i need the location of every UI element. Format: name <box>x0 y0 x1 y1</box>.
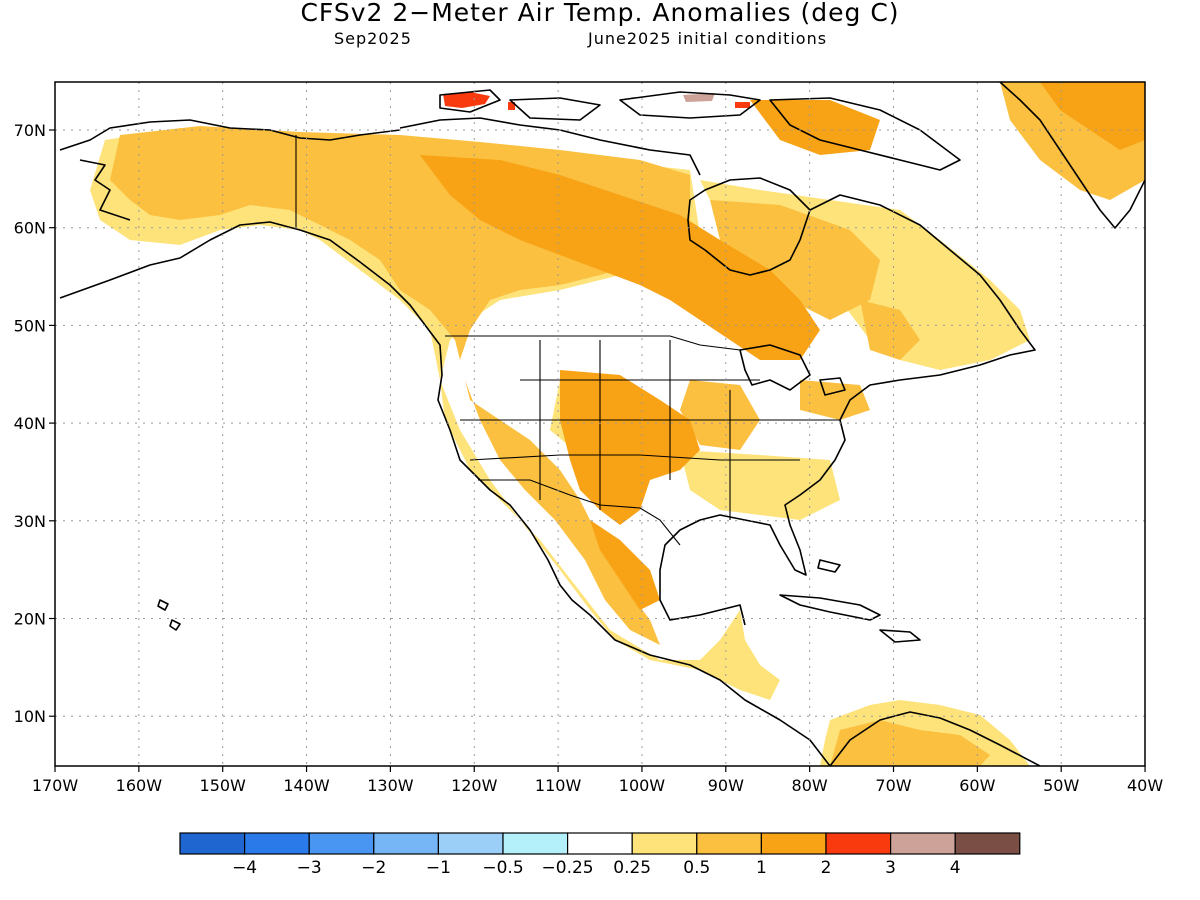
colorbar-label: 1 <box>756 858 767 878</box>
colorbar-swatch <box>373 832 439 855</box>
map-frame <box>54 81 1146 767</box>
lon-label: 110W <box>535 776 582 795</box>
lon-label: 50W <box>1043 776 1079 795</box>
lon-label: 170W <box>32 776 79 795</box>
lon-label: 40W <box>1127 776 1163 795</box>
lon-label: 90W <box>708 776 744 795</box>
lon-label: 80W <box>792 776 828 795</box>
lon-label: 130W <box>367 776 414 795</box>
lon-label: 100W <box>619 776 666 795</box>
lat-label: 30N <box>14 512 46 531</box>
initial-conditions: June2025 initial conditions <box>588 29 828 48</box>
colorbar-label: −0.25 <box>542 858 594 878</box>
colorbar-swatch <box>889 832 956 855</box>
colorbar-swatch <box>437 832 504 855</box>
colorbar-label: 2 <box>821 858 832 878</box>
colorbar-swatch <box>760 832 827 855</box>
colorbar-label: 3 <box>885 858 896 878</box>
lon-label: 60W <box>959 776 995 795</box>
colorbar-label: −4 <box>232 858 257 878</box>
lat-label: 20N <box>14 610 46 629</box>
colorbar: −4 −3 −2 −1 −0.5 −0.25 0.25 0.5 1 2 3 4 <box>179 832 1021 878</box>
lon-label: 140W <box>283 776 330 795</box>
latitude-labels: 70N 60N 50N 40N 30N 20N 10N <box>14 121 55 726</box>
colorbar-swatch <box>631 832 698 855</box>
colorbar-label: 0.5 <box>683 858 710 878</box>
lon-label: 120W <box>451 776 498 795</box>
map-title: CFSv2 2−Meter Air Temp. Anomalies (deg C… <box>300 0 900 27</box>
lat-label: 40N <box>14 414 46 433</box>
lat-label: 60N <box>14 219 46 238</box>
colorbar-label: −1 <box>426 858 451 878</box>
lon-label: 70W <box>875 776 911 795</box>
lon-label: 150W <box>200 776 247 795</box>
colorbar-label: −0.5 <box>482 858 523 878</box>
colorbar-label: 4 <box>950 858 961 878</box>
anomaly-fill-pink <box>683 93 715 102</box>
lat-label: 70N <box>14 121 46 140</box>
colorbar-swatch <box>566 832 633 855</box>
map-area <box>59 82 1145 766</box>
colorbar-label: −3 <box>297 858 322 878</box>
colorbar-swatch <box>502 832 569 855</box>
forecast-month: Sep2025 <box>334 29 412 48</box>
anomaly-fill-strong <box>420 82 1145 610</box>
colorbar-label: 0.25 <box>613 858 651 878</box>
colorbar-swatch <box>696 832 762 855</box>
gridlines <box>55 82 1145 766</box>
lat-label: 50N <box>14 316 46 335</box>
colorbar-swatch <box>954 832 1021 855</box>
political-borders <box>295 135 840 546</box>
colorbar-label: −2 <box>361 858 386 878</box>
colorbar-swatch <box>308 832 375 855</box>
colorbar-swatch <box>825 832 892 855</box>
longitude-labels: 170W 160W 150W 140W 130W 120W 110W 100W 90W 80W 70… <box>32 766 1163 795</box>
lon-label: 160W <box>116 776 163 795</box>
lat-label: 10N <box>14 707 46 726</box>
colorbar-swatch <box>244 832 310 855</box>
colorbar-swatch <box>179 832 246 855</box>
